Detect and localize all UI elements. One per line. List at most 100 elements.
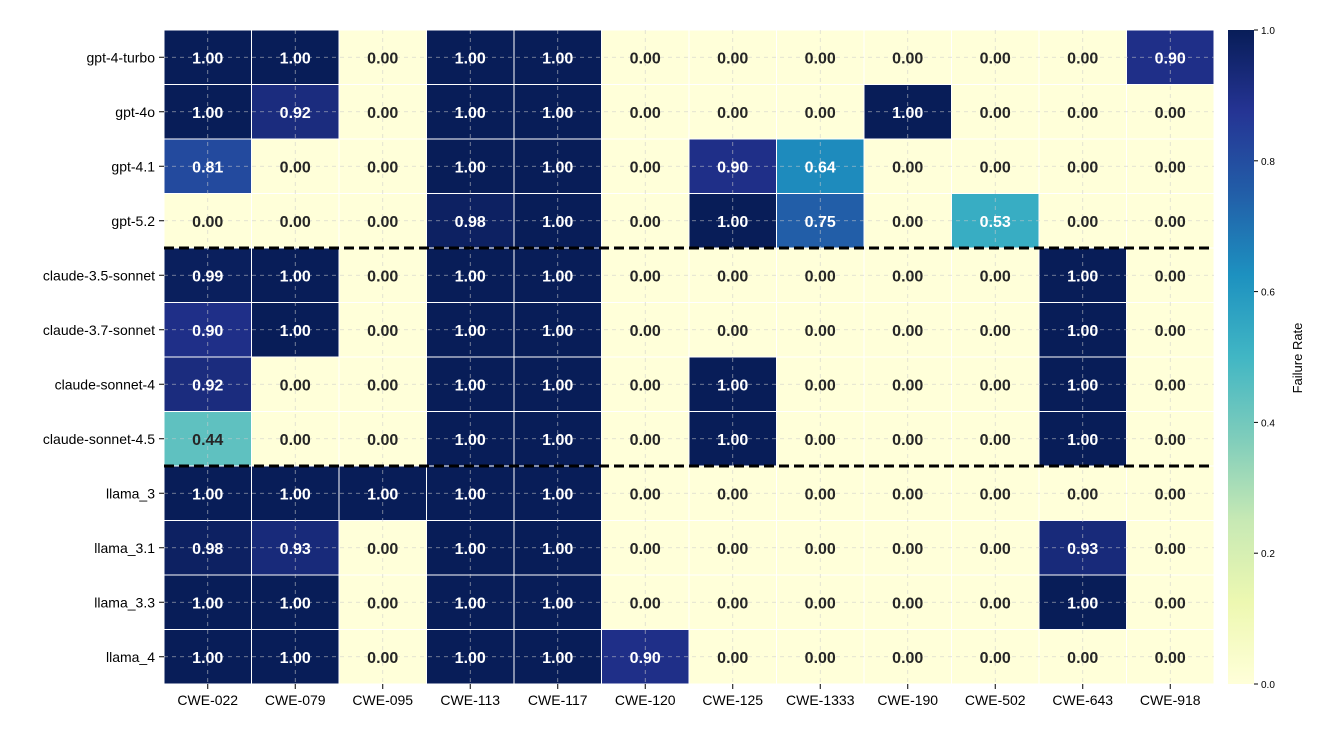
cell-value-label: 0.00	[892, 432, 923, 449]
cell-value-label: 0.00	[367, 105, 398, 122]
cell-value-label: 1.00	[192, 50, 223, 67]
cell-value-label: 1.00	[717, 377, 748, 394]
row-label: gpt-5.2	[111, 213, 155, 229]
cell-value-label: 0.00	[980, 541, 1011, 558]
cell-value-label: 0.00	[1067, 214, 1098, 231]
cell-value-label: 0.00	[280, 432, 311, 449]
cell-value-label: 0.00	[280, 214, 311, 231]
colorbar-tick-label: 0.8	[1261, 157, 1275, 168]
cell-value-label: 0.00	[892, 268, 923, 285]
cell-value-label: 1.00	[542, 214, 573, 231]
cell-value-label: 1.00	[1067, 268, 1098, 285]
cell-value-label: 1.00	[280, 323, 311, 340]
cell-value-label: 1.00	[542, 595, 573, 612]
cell-value-label: 1.00	[455, 432, 486, 449]
cell-value-label: 0.64	[805, 159, 836, 176]
cell-value-label: 0.00	[717, 323, 748, 340]
separators-layer	[164, 246, 1214, 468]
row-label: gpt-4-turbo	[87, 49, 156, 65]
cell-value-label: 0.90	[192, 323, 223, 340]
column-label: CWE-095	[352, 692, 413, 708]
cell-value-label: 0.00	[717, 595, 748, 612]
cell-value-label: 0.00	[805, 105, 836, 122]
column-label: CWE-918	[1140, 692, 1201, 708]
row-label: gpt-4.1	[111, 158, 155, 174]
cell-value-label: 1.00	[280, 650, 311, 667]
cell-value-label: 0.00	[630, 159, 661, 176]
cell-value-label: 0.00	[805, 595, 836, 612]
cell-value-label: 0.00	[1155, 268, 1186, 285]
cell-value-label: 1.00	[542, 50, 573, 67]
cell-value-label: 0.00	[367, 650, 398, 667]
cell-value-label: 0.90	[1155, 50, 1186, 67]
cell-value-label: 1.00	[542, 377, 573, 394]
cell-value-label: 0.00	[892, 377, 923, 394]
cell-value-label: 1.00	[892, 105, 923, 122]
cell-value-label: 1.00	[455, 486, 486, 503]
cell-value-label: 0.00	[980, 105, 1011, 122]
cell-value-label: 0.92	[280, 105, 311, 122]
cell-value-label: 0.00	[630, 323, 661, 340]
cell-value-label: 0.00	[367, 214, 398, 231]
cell-value-label: 1.00	[717, 432, 748, 449]
cell-value-label: 0.98	[455, 214, 486, 231]
cell-value-label: 0.00	[892, 50, 923, 67]
cell-value-label: 1.00	[542, 323, 573, 340]
cell-value-label: 1.00	[542, 541, 573, 558]
cell-value-label: 1.00	[455, 323, 486, 340]
cell-value-label: 0.00	[717, 105, 748, 122]
cell-value-label: 1.00	[542, 650, 573, 667]
cell-value-label: 1.00	[542, 432, 573, 449]
row-label: llama_4	[106, 649, 155, 665]
cell-value-label: 0.00	[1155, 323, 1186, 340]
row-label: claude-sonnet-4.5	[43, 431, 155, 447]
column-label: CWE-1333	[786, 692, 855, 708]
column-label: CWE-502	[965, 692, 1026, 708]
cell-value-label: 0.75	[805, 214, 836, 231]
cell-value-label: 0.00	[805, 323, 836, 340]
column-label: CWE-022	[177, 692, 238, 708]
cell-value-label: 1.00	[192, 650, 223, 667]
row-label: llama_3.1	[94, 540, 155, 556]
cell-value-label: 0.00	[630, 214, 661, 231]
cell-value-label: 0.00	[1155, 377, 1186, 394]
colorbar-tick-label: 0.2	[1261, 549, 1275, 560]
cell-value-label: 0.00	[192, 214, 223, 231]
cell-value-label: 0.00	[367, 595, 398, 612]
cell-value-label: 1.00	[192, 595, 223, 612]
cell-value-label: 0.00	[805, 650, 836, 667]
cell-value-label: 1.00	[455, 159, 486, 176]
cell-value-label: 0.00	[980, 268, 1011, 285]
cell-value-label: 0.00	[892, 541, 923, 558]
column-label: CWE-117	[528, 692, 588, 708]
cell-value-label: 0.00	[717, 650, 748, 667]
colorbar-gradient	[1228, 30, 1254, 684]
cell-value-label: 1.00	[280, 486, 311, 503]
cell-value-label: 0.00	[367, 50, 398, 67]
cell-value-label: 0.00	[805, 541, 836, 558]
cell-value-label: 0.00	[1155, 650, 1186, 667]
cell-value-label: 0.00	[1067, 650, 1098, 667]
cell-value-label: 0.00	[1155, 105, 1186, 122]
cell-value-label: 0.00	[1155, 159, 1186, 176]
cell-value-label: 0.00	[717, 541, 748, 558]
cell-value-label: 0.00	[367, 159, 398, 176]
cell-value-label: 0.00	[805, 50, 836, 67]
cell-value-label: 0.00	[805, 377, 836, 394]
cell-value-label: 0.92	[192, 377, 223, 394]
grid-layer	[164, 30, 1214, 684]
cell-value-label: 0.99	[192, 268, 223, 285]
cell-value-label: 0.00	[717, 486, 748, 503]
colorbar: Failure Rate 0.0 0.2 0.4 0.6 0.8 1.0	[1228, 26, 1305, 691]
cell-value-label: 0.44	[192, 432, 223, 449]
cell-value-label: 1.00	[542, 159, 573, 176]
colorbar-tick-label: 0.4	[1261, 418, 1275, 429]
cell-value-label: 1.00	[455, 541, 486, 558]
axis-layer: gpt-4-turbo gpt-4o gpt-4.1 gpt-5.2 claude-3.…	[43, 49, 1201, 708]
cell-value-label: 1.00	[280, 50, 311, 67]
cell-value-label: 0.00	[805, 268, 836, 285]
row-label: claude-3.5-sonnet	[43, 267, 155, 283]
cell-value-label: 0.93	[280, 541, 311, 558]
column-label: CWE-125	[702, 692, 763, 708]
